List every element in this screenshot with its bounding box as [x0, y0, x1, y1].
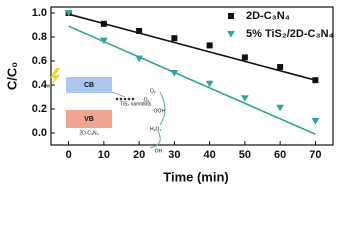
legend-marker — [227, 31, 235, 38]
marker — [136, 28, 143, 34]
arrow — [149, 91, 166, 149]
marker — [311, 118, 320, 125]
y-tick-label: 0.4 — [32, 79, 48, 91]
marker — [100, 37, 108, 45]
legend-label: 5% TiS₂/2D-C₃N₄ — [246, 28, 334, 40]
marker — [205, 80, 214, 88]
marker — [241, 54, 248, 61]
cb-band — [66, 77, 112, 93]
marker — [135, 55, 143, 63]
arrow — [111, 91, 126, 98]
inset-diagram: CB VB 2D-C₃N₄ TiS₂ nanodots hν O₂ ·O₂⁻ ·… — [45, 68, 166, 154]
marker — [277, 64, 284, 70]
fit-line — [68, 13, 316, 81]
marker — [170, 70, 179, 77]
chart: Time (min) C/C₀ CB VB 2D-C₃N₄ TiS₂ nanod… — [4, 6, 334, 184]
light-label: hν — [45, 83, 51, 89]
x-tick-label: 40 — [204, 149, 216, 161]
y-axis-label: C/C₀ — [4, 62, 19, 90]
vb-label: VB — [84, 116, 94, 123]
y-tick-label: 0.0 — [32, 127, 47, 139]
x-axis-label: Time (min) — [163, 169, 229, 184]
legend-label: 2D-C₃N₄ — [246, 10, 290, 22]
x-tick-label: 50 — [239, 149, 251, 161]
species-label: O₂ — [150, 88, 156, 94]
x-tick-label: 0 — [66, 149, 72, 161]
marker — [241, 95, 249, 102]
cb-label: CB — [84, 82, 94, 89]
plot-frame — [50, 6, 334, 146]
y-tick-label: 1.0 — [32, 7, 47, 19]
x-tick-label: 70 — [309, 149, 321, 161]
light-icon — [49, 68, 60, 88]
marker — [206, 42, 213, 49]
species-label: H₂O₂ — [150, 126, 161, 132]
species-label: ·OH — [153, 148, 163, 154]
vb-band — [66, 110, 112, 128]
y-tick-label: 0.8 — [32, 31, 47, 43]
marker — [100, 20, 107, 27]
legend-marker — [228, 13, 234, 19]
semiconductor-label: 2D-C₃N₄ — [79, 130, 98, 136]
x-tick-label: 60 — [274, 149, 286, 161]
species-label: ·O₂⁻ — [142, 97, 152, 103]
fit-line — [68, 25, 316, 135]
nanodots — [115, 97, 135, 101]
marker — [171, 35, 178, 42]
x-tick-label: 30 — [168, 149, 180, 161]
marker — [276, 104, 284, 112]
x-tick-label: 10 — [98, 149, 110, 161]
x-tick-label: 20 — [133, 149, 145, 161]
marker — [312, 77, 319, 84]
y-tick-label: 0.6 — [32, 55, 47, 67]
marker — [64, 10, 73, 17]
species-label: ·OOH — [152, 108, 165, 114]
cocatalyst-label: TiS₂ nanodots — [120, 101, 152, 107]
y-tick-label: 0.2 — [32, 103, 47, 115]
